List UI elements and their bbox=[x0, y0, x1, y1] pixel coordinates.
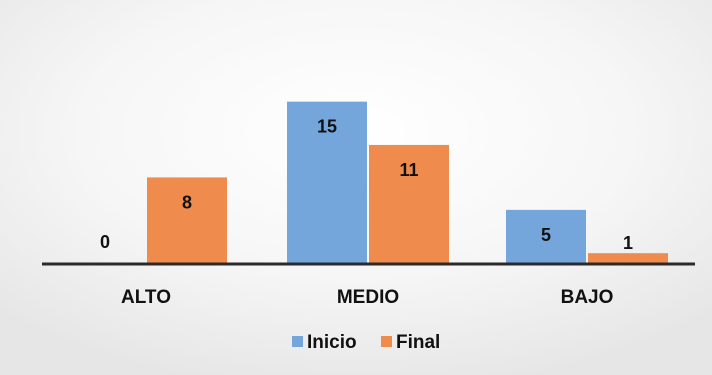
bar-final-medio bbox=[369, 144, 449, 264]
legend: Inicio Final bbox=[292, 332, 440, 353]
bar-final-bajo bbox=[588, 253, 668, 264]
category-label-bajo: BAJO bbox=[561, 287, 614, 308]
bar-final-alto bbox=[147, 177, 227, 264]
data-label-final-bajo: 1 bbox=[623, 233, 633, 253]
legend-label-inicio: Inicio bbox=[307, 332, 357, 353]
bars-layer bbox=[147, 101, 668, 264]
legend-label-final: Final bbox=[396, 332, 440, 353]
legend-swatch-inicio bbox=[292, 336, 303, 347]
bar-inicio-medio bbox=[287, 101, 367, 264]
data-label-inicio-bajo: 5 bbox=[541, 225, 551, 245]
legend-swatch-final bbox=[381, 336, 392, 347]
bar-inicio-bajo bbox=[506, 209, 586, 264]
labels-layer: 0 8 ALTO 15 11 MEDIO 5 1 BAJO bbox=[100, 117, 633, 308]
data-label-final-alto: 8 bbox=[182, 192, 192, 212]
data-label-final-medio: 11 bbox=[399, 160, 418, 180]
data-label-inicio-alto: 0 bbox=[100, 232, 110, 252]
category-label-alto: ALTO bbox=[121, 287, 171, 308]
category-label-medio: MEDIO bbox=[337, 287, 399, 308]
data-label-inicio-medio: 15 bbox=[317, 117, 337, 137]
